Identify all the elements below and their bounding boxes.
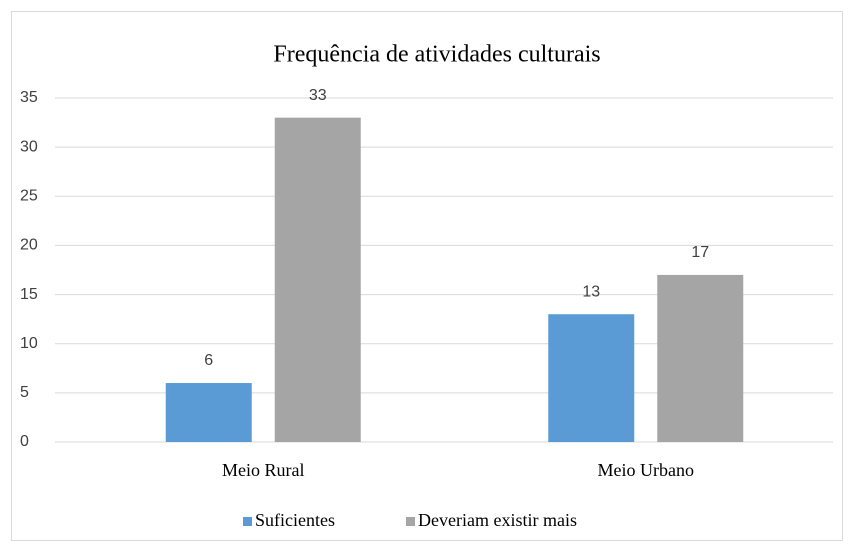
legend-label: Deveriam existir mais xyxy=(418,510,577,530)
legend-swatch xyxy=(406,517,415,526)
y-tick-label: 15 xyxy=(20,286,38,303)
bar xyxy=(657,274,744,442)
data-label: 17 xyxy=(691,244,709,261)
y-tick-label: 35 xyxy=(20,89,38,106)
data-label: 33 xyxy=(309,87,327,104)
bar xyxy=(548,314,635,442)
data-label: 13 xyxy=(582,283,600,300)
x-tick-label: Meio Urbano xyxy=(598,460,694,480)
y-tick-label: 25 xyxy=(20,188,38,205)
y-tick-label: 5 xyxy=(20,384,29,401)
x-tick-label: Meio Rural xyxy=(222,460,305,480)
y-tick-label: 30 xyxy=(20,138,38,155)
y-tick-label: 0 xyxy=(20,433,29,450)
legend-label: Suficientes xyxy=(255,510,335,530)
y-tick-label: 10 xyxy=(20,335,38,352)
bar xyxy=(274,117,361,443)
chart-title: Frequência de atividades culturais xyxy=(273,42,600,68)
legend-swatch xyxy=(243,517,252,526)
data-label: 6 xyxy=(204,352,213,369)
y-tick-label: 20 xyxy=(20,237,38,254)
bar xyxy=(165,383,252,442)
